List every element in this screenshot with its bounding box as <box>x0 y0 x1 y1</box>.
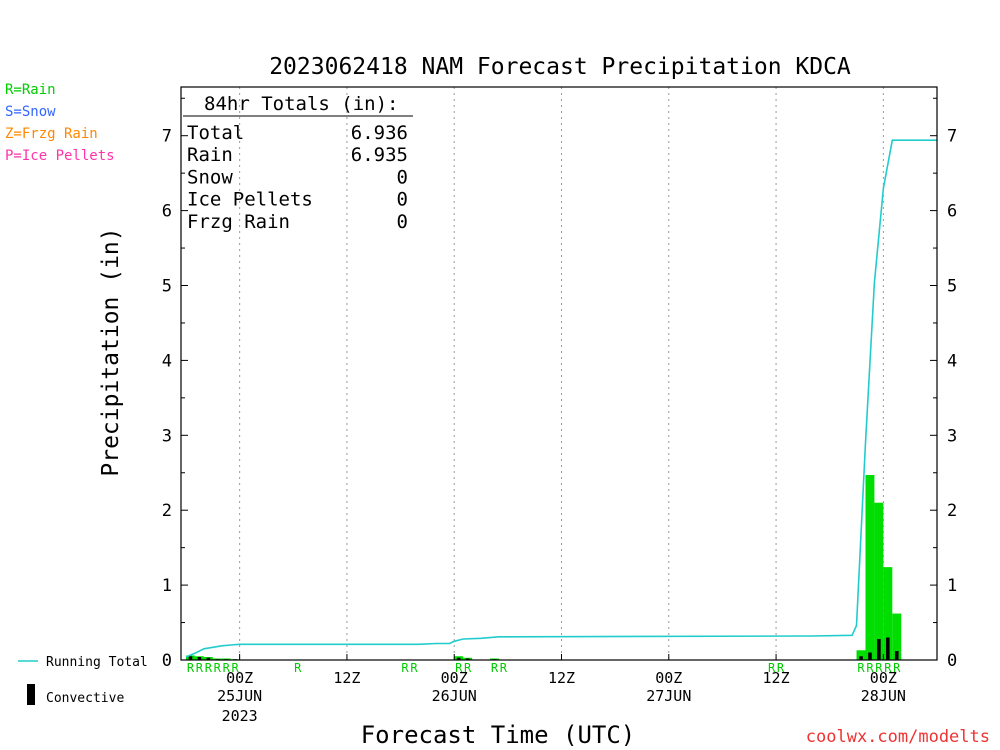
convective-bar <box>859 656 863 660</box>
precip-bar <box>856 650 866 660</box>
totals-row-value: 6.936 <box>351 122 408 144</box>
left-y-axis: 0 1 2 3 4 5 6 7 <box>162 97 188 671</box>
type-marker: R <box>232 661 240 675</box>
convective-bar <box>886 637 890 660</box>
x-date-label: 26JUN <box>432 687 477 705</box>
type-marker: R <box>196 661 204 675</box>
type-marker: R <box>455 661 463 675</box>
convective-bar <box>197 657 202 660</box>
totals-row-label: Snow <box>187 166 233 188</box>
precip-bar <box>874 502 884 660</box>
x-tick-label: 12Z <box>548 669 575 687</box>
y-tick-label-right: 7 <box>947 127 957 147</box>
chart-title: 2023062418 NAM Forecast Precipitation KD… <box>269 54 851 80</box>
totals-row-label: Rain <box>187 144 233 166</box>
convective-bar <box>206 657 211 660</box>
precip-bar <box>883 567 893 660</box>
convective-bar <box>877 639 881 660</box>
credit-label: coolwx.com/modelts <box>806 727 990 747</box>
precip-bar <box>892 613 902 660</box>
x-tick-label: 12Z <box>333 669 360 687</box>
y-tick-label-right: 6 <box>947 202 957 222</box>
vertical-gridlines <box>239 87 884 660</box>
y-axis-label: Precipitation (in) <box>98 227 124 476</box>
type-marker: R <box>223 661 231 675</box>
y-tick-label: 0 <box>162 651 172 671</box>
y-tick-label: 6 <box>162 202 172 222</box>
totals-header: 84hr Totals (in): <box>204 93 398 115</box>
plot-frame <box>180 86 938 661</box>
type-marker: R <box>884 661 892 675</box>
x-date-label: 28JUN <box>861 687 906 705</box>
type-legend-entry: S=Snow <box>5 104 56 120</box>
type-marker: R <box>205 661 213 675</box>
x-tick-label: 00Z <box>226 669 253 687</box>
type-legend-entry: P=Ice Pellets <box>5 148 115 164</box>
y-tick-label-right: 4 <box>947 351 957 371</box>
y-tick-label-right: 0 <box>947 651 957 671</box>
y-tick-label: 4 <box>162 351 172 371</box>
precip-type-legend: R=Rain S=Snow Z=Frzg Rain P=Ice Pellets <box>5 82 115 164</box>
x-year-label: 2023 <box>222 707 258 725</box>
x-tick-label: 12Z <box>763 669 790 687</box>
convective-bar <box>868 652 872 660</box>
precip-bar <box>865 474 875 660</box>
x-tick-label: 00Z <box>870 669 897 687</box>
type-marker: R <box>866 661 874 675</box>
totals-row-value: 0 <box>397 189 408 211</box>
type-legend-entry: Z=Frzg Rain <box>5 126 98 142</box>
totals-row-value: 0 <box>397 166 408 188</box>
type-marker: R <box>294 661 302 675</box>
y-tick-label: 3 <box>162 426 172 446</box>
type-marker: R <box>875 661 883 675</box>
type-marker: R <box>500 661 508 675</box>
type-marker: R <box>187 661 195 675</box>
convective-bar <box>894 651 899 660</box>
totals-row-label: Frzg Rain <box>187 211 290 233</box>
totals-box: 84hr Totals (in): Total 6.936 Rain 6.935 Snow… <box>183 93 413 233</box>
precip-bars <box>186 474 902 660</box>
type-marker: R <box>893 661 901 675</box>
convective-legend-swatch <box>27 684 35 705</box>
type-marker: R <box>464 661 472 675</box>
running-total-legend-label: Running Total <box>46 655 148 670</box>
convective-bar <box>456 657 461 660</box>
y-tick-label: 5 <box>162 277 172 297</box>
type-marker: R <box>214 661 222 675</box>
x-axis-label: Forecast Time (UTC) <box>361 721 636 749</box>
totals-row-value: 0 <box>397 211 408 233</box>
y-tick-label-right: 2 <box>947 501 957 521</box>
y-tick-label-right: 5 <box>947 277 957 297</box>
y-tick-label: 2 <box>162 501 172 521</box>
x-date-label: 27JUN <box>646 687 691 705</box>
right-y-axis: 0 1 2 3 4 5 6 7 <box>930 97 957 671</box>
type-legend-entry: R=Rain <box>5 82 56 98</box>
type-marker: R <box>491 661 499 675</box>
type-marker: R <box>410 661 418 675</box>
type-marker: R <box>401 661 409 675</box>
y-tick-label: 1 <box>162 576 172 596</box>
y-tick-label-right: 1 <box>947 576 957 596</box>
y-tick-label-right: 3 <box>947 426 957 446</box>
totals-row-value: 6.935 <box>351 144 408 166</box>
series-legend: Running Total Convective <box>18 655 148 706</box>
convective-legend-label: Convective <box>46 691 124 706</box>
running-total-line <box>185 139 937 658</box>
totals-row-label: Ice Pellets <box>187 189 313 211</box>
convective-bars <box>188 637 899 660</box>
type-marker: R <box>857 661 865 675</box>
x-date-label: 25JUN <box>217 687 262 705</box>
x-tick-label: 00Z <box>441 669 468 687</box>
totals-row-label: Total <box>187 122 244 144</box>
type-marker: R <box>768 661 776 675</box>
y-tick-label: 7 <box>162 127 172 147</box>
convective-bar <box>465 658 470 660</box>
convective-bar <box>188 656 193 660</box>
x-tick-label: 00Z <box>655 669 682 687</box>
type-marker: R <box>777 661 785 675</box>
